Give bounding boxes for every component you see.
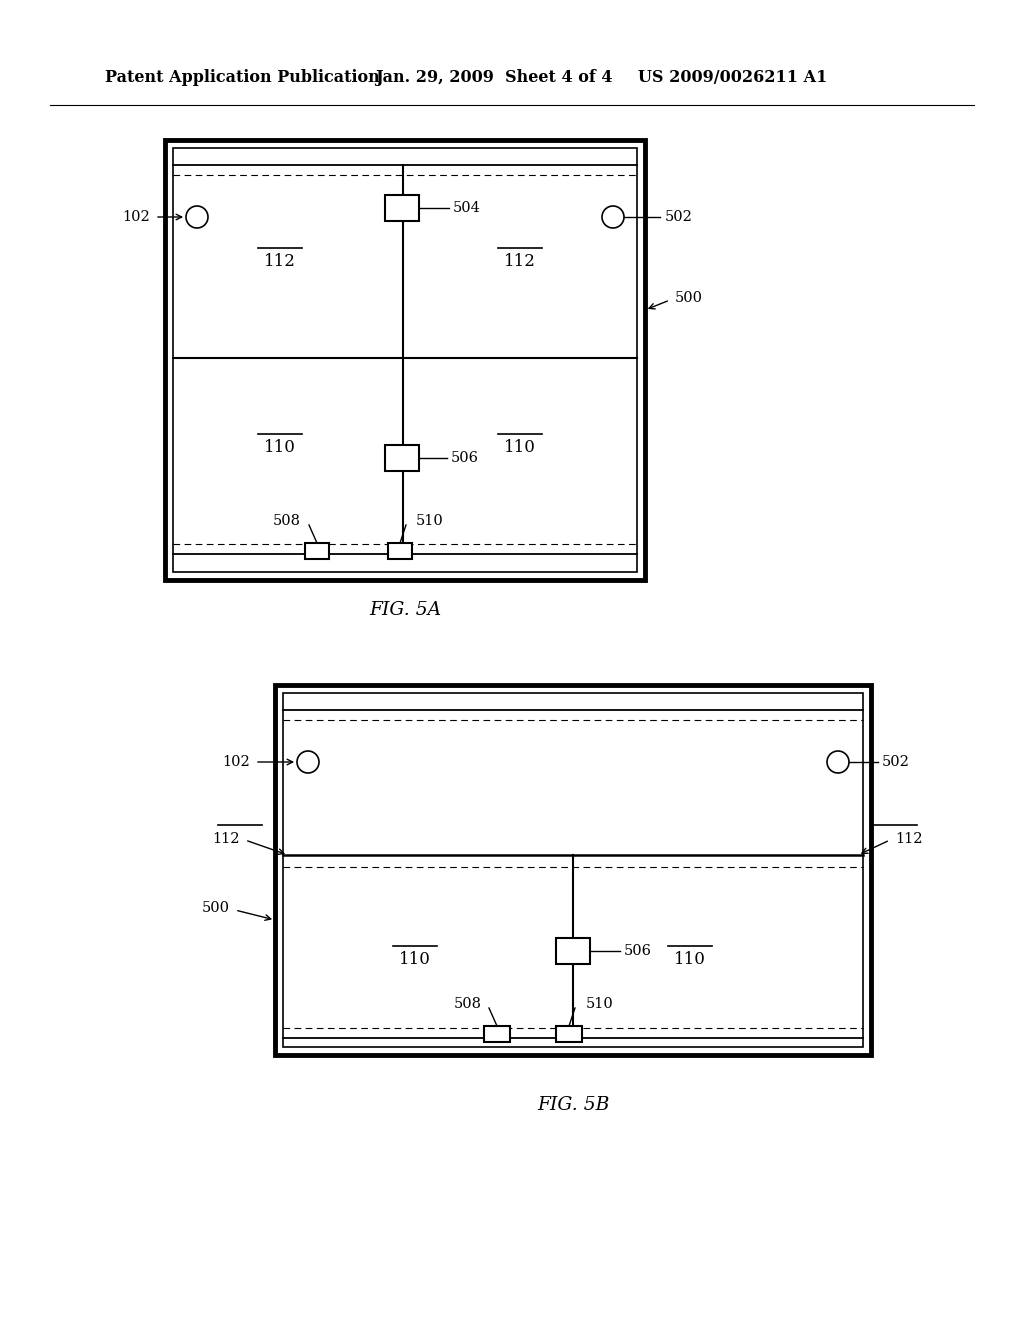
Text: FIG. 5B: FIG. 5B	[537, 1096, 609, 1114]
Text: 112: 112	[895, 832, 923, 846]
Text: Patent Application Publication: Patent Application Publication	[105, 70, 380, 87]
Text: 110: 110	[399, 952, 431, 969]
Bar	[173, 148, 637, 572]
Text: 504: 504	[453, 201, 481, 215]
Text: 110: 110	[264, 440, 296, 457]
Text: 508: 508	[454, 997, 482, 1011]
Text: 506: 506	[451, 451, 479, 465]
Text: 102: 102	[222, 755, 250, 770]
Bar	[283, 693, 863, 1047]
Text: FIG. 5A: FIG. 5A	[369, 601, 441, 619]
Text: 502: 502	[882, 755, 910, 770]
Text: 500: 500	[202, 902, 230, 915]
Text: 502: 502	[665, 210, 693, 224]
Bar	[385, 195, 419, 220]
Bar	[388, 543, 412, 558]
Text: 506: 506	[624, 944, 652, 958]
Bar	[556, 1026, 582, 1041]
Bar	[385, 445, 419, 471]
Text: 112: 112	[213, 832, 240, 846]
Text: 112: 112	[504, 253, 536, 271]
Bar	[556, 939, 590, 964]
Text: 112: 112	[264, 253, 296, 271]
Bar	[305, 543, 329, 558]
Text: 102: 102	[122, 210, 150, 224]
Text: 110: 110	[504, 440, 536, 457]
Bar	[275, 685, 871, 1055]
Text: US 2009/0026211 A1: US 2009/0026211 A1	[638, 70, 827, 87]
Text: 510: 510	[416, 513, 443, 528]
Text: 510: 510	[586, 997, 613, 1011]
Text: Jan. 29, 2009  Sheet 4 of 4: Jan. 29, 2009 Sheet 4 of 4	[375, 70, 612, 87]
Text: 508: 508	[273, 513, 301, 528]
Bar	[484, 1026, 510, 1041]
Bar	[165, 140, 645, 579]
Text: 500: 500	[675, 290, 703, 305]
Text: 110: 110	[674, 952, 706, 969]
